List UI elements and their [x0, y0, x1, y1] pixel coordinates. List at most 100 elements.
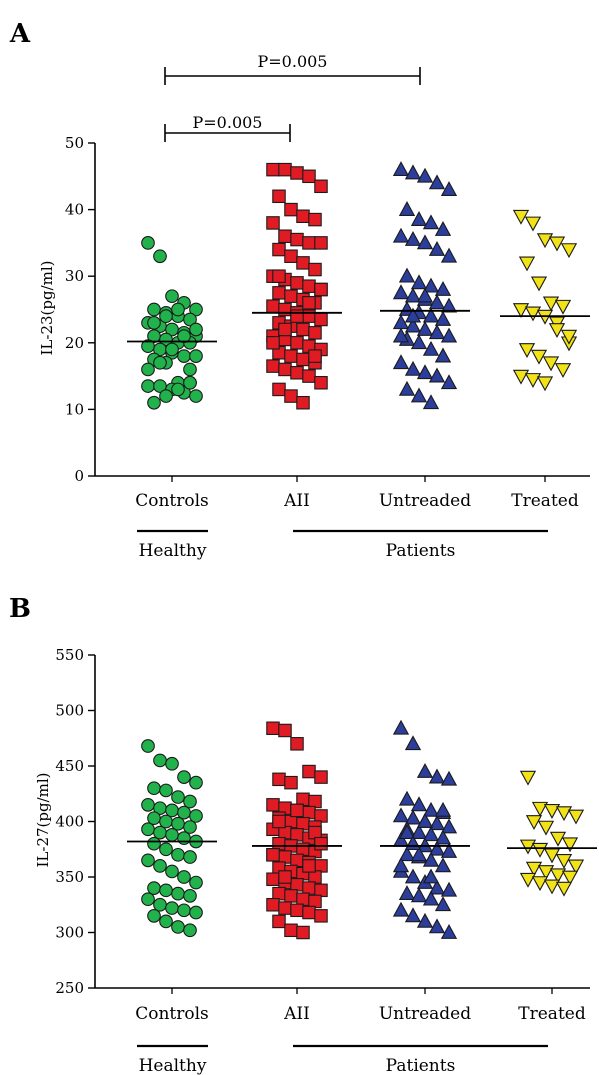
data-point: [153, 825, 167, 840]
data-point: [183, 923, 197, 938]
data-point: [165, 864, 179, 879]
data-point: [177, 831, 191, 846]
data-point: [428, 815, 446, 831]
data-point: [290, 276, 304, 290]
data-point: [147, 908, 161, 923]
data-point: [278, 322, 292, 337]
data-point: [519, 770, 537, 786]
data-point: [422, 826, 440, 842]
data-point: [398, 380, 416, 396]
data-point: [284, 775, 298, 790]
y-tick-label: 550: [55, 646, 84, 664]
data-point: [530, 276, 548, 292]
data-point: [308, 262, 322, 277]
data-point: [404, 287, 422, 303]
data-point: [266, 872, 280, 886]
data-point: [404, 907, 422, 923]
series-controls: [127, 236, 217, 410]
data-point: [147, 315, 161, 330]
data-point: [524, 216, 542, 232]
data-point: [302, 905, 316, 920]
data-point: [147, 395, 161, 410]
data-point: [314, 376, 328, 390]
y-tick-label: 40: [65, 201, 84, 219]
data-point: [296, 322, 310, 337]
data-point: [554, 299, 572, 315]
data-point: [392, 901, 410, 917]
data-point: [278, 362, 292, 377]
x-tick-label: Untreaded: [379, 1004, 471, 1024]
data-point: [278, 162, 292, 177]
data-point: [530, 349, 548, 365]
data-point: [398, 885, 416, 901]
data-point: [290, 309, 304, 323]
data-point: [308, 326, 322, 340]
data-point: [440, 247, 458, 263]
data-point: [290, 903, 304, 918]
x-tick-label: Untreaded: [379, 491, 471, 511]
data-point: [440, 374, 458, 390]
data-point: [428, 768, 446, 784]
data-point: [284, 889, 298, 903]
data-point: [440, 923, 458, 939]
data-point: [147, 811, 161, 826]
data-point: [308, 825, 322, 840]
data-point: [314, 312, 328, 327]
data-point: [189, 389, 203, 403]
data-point: [422, 307, 440, 323]
data-point: [434, 801, 452, 817]
data-point: [290, 336, 304, 350]
data-point: [392, 354, 410, 370]
data-point: [543, 879, 561, 895]
data-point: [428, 918, 446, 934]
data-point: [428, 367, 446, 383]
data-point: [296, 842, 310, 856]
data-point: [440, 181, 458, 196]
data-point: [296, 925, 310, 940]
data-point: [189, 349, 203, 363]
data-point: [416, 912, 434, 928]
data-point: [302, 236, 316, 250]
data-point: [518, 256, 536, 272]
data-point: [531, 876, 549, 892]
data-point: [296, 395, 310, 410]
data-point: [153, 753, 167, 768]
x-tick-label: Controls: [135, 1004, 209, 1024]
data-point: [404, 317, 422, 333]
data-point: [561, 870, 579, 886]
data-point: [272, 836, 286, 851]
data-point: [422, 851, 440, 867]
data-point: [141, 797, 155, 812]
panel-label: A: [9, 19, 31, 49]
data-point: [404, 307, 422, 323]
chart-panel-a: A 0 10 20 30 40 50 IL-23(pg/ml) Controls AII Untre…: [9, 19, 590, 561]
data-point: [165, 756, 179, 771]
data-point: [296, 816, 310, 831]
data-point: [555, 881, 573, 897]
data-point: [147, 836, 161, 851]
y-tick-label: 350: [55, 868, 84, 886]
data-point: [392, 227, 410, 243]
data-point: [296, 792, 310, 807]
data-point: [272, 914, 286, 929]
data-point: [189, 905, 203, 920]
data-point: [147, 302, 161, 317]
data-point: [308, 212, 322, 227]
data-point: [266, 162, 280, 177]
data-point: [278, 302, 292, 317]
data-point: [272, 269, 286, 283]
data-point: [159, 914, 173, 929]
data-point: [290, 828, 304, 842]
p-value-label: P=0.005: [193, 113, 263, 132]
data-point: [290, 166, 304, 180]
data-point: [524, 306, 542, 322]
y-tick-label: 500: [55, 702, 84, 720]
data-point: [560, 243, 578, 259]
data-point: [272, 886, 286, 901]
data-point: [404, 231, 422, 246]
data-point: [153, 249, 167, 264]
data-point: [422, 868, 440, 884]
data-point: [189, 302, 203, 317]
data-point: [536, 376, 554, 392]
group-label: Patients: [386, 541, 456, 561]
